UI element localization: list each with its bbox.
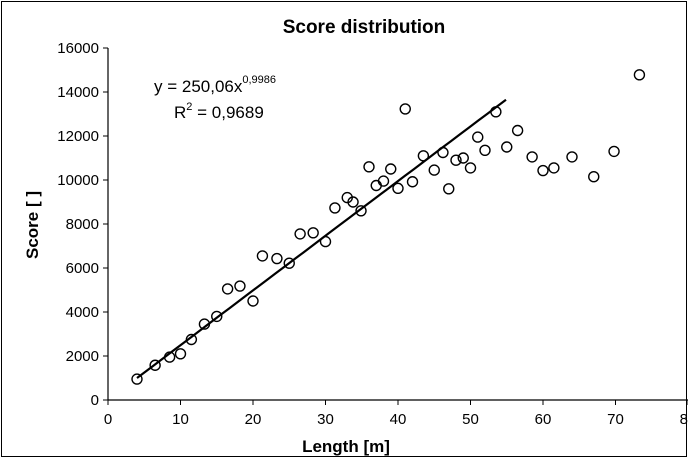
x-tick-label: 50	[462, 411, 479, 428]
data-point	[511, 124, 524, 137]
x-tick-label: 80	[680, 411, 688, 428]
y-tick-label: 4000	[66, 304, 99, 321]
trendline	[136, 98, 507, 379]
x-tick-label: 20	[245, 411, 262, 428]
data-point	[392, 182, 404, 195]
data-point	[363, 161, 375, 173]
data-point	[377, 175, 390, 187]
x-tick-label: 60	[535, 411, 552, 428]
trendline-equation: y = 250,06x0,9986	[154, 74, 276, 96]
data-point	[247, 295, 259, 307]
data-point	[399, 103, 411, 115]
r-squared-power: 2	[186, 101, 192, 113]
data-point	[457, 152, 469, 164]
data-point	[443, 183, 455, 195]
data-point	[234, 280, 246, 292]
data-point	[294, 228, 306, 240]
data-point	[307, 227, 319, 239]
y-tick-label: 10000	[57, 172, 99, 189]
y-tick-label: 0	[91, 392, 99, 409]
chart-title: Score distribution	[283, 17, 446, 38]
data-point	[537, 164, 549, 177]
data-point	[479, 144, 491, 157]
axes	[107, 48, 688, 401]
data-point	[450, 154, 462, 166]
equation-exponent: 0,9986	[242, 74, 276, 86]
equation-prefix: y = 250,06x	[154, 77, 243, 96]
data-point	[385, 163, 397, 175]
r-squared-label: R2 = 0,9689	[174, 101, 264, 122]
data-point	[406, 176, 419, 188]
y-tick-label: 6000	[66, 260, 99, 277]
data-point	[608, 145, 620, 158]
x-tick-label: 10	[172, 411, 189, 428]
data-point	[329, 202, 341, 214]
y-tick-label: 16000	[57, 40, 99, 57]
y-tick-label: 8000	[66, 216, 99, 233]
data-point	[211, 310, 223, 323]
y-axis-label: Score [ ]	[23, 191, 42, 259]
data-point	[221, 283, 234, 295]
data-point	[428, 164, 440, 176]
data-point	[566, 151, 578, 163]
x-tick-label: 40	[390, 411, 407, 428]
r-squared-value: = 0,9689	[192, 103, 263, 122]
data-point	[131, 373, 143, 385]
data-point	[633, 69, 646, 81]
y-tick-label: 14000	[57, 84, 99, 101]
data-point	[347, 196, 359, 208]
data-point	[548, 162, 560, 174]
x-tick-label: 30	[317, 411, 334, 428]
x-tick-label: 0	[104, 411, 112, 428]
data-point	[370, 179, 382, 192]
data-point	[271, 252, 283, 265]
data-point	[283, 257, 295, 269]
x-axis-label: Length [m]	[302, 437, 390, 456]
data-point	[464, 162, 477, 174]
data-point	[174, 348, 187, 360]
x-axis-ticks: 0 10 20 30 40 50 60 70 80	[104, 400, 688, 428]
x-tick-label: 70	[607, 411, 624, 428]
data-point	[526, 151, 538, 163]
y-axis-ticks: 0 2000 4000 6000 8000 10000 12000 14000 16000	[57, 40, 108, 409]
power-trendline	[136, 98, 507, 379]
data-point	[588, 170, 600, 183]
data-point	[256, 250, 269, 262]
r-squared-prefix: R	[174, 103, 186, 122]
data-point	[472, 131, 484, 143]
data-point	[501, 141, 513, 153]
data-point	[149, 359, 161, 371]
data-point	[355, 205, 367, 217]
y-tick-label: 2000	[66, 348, 99, 365]
y-tick-label: 12000	[57, 128, 99, 145]
